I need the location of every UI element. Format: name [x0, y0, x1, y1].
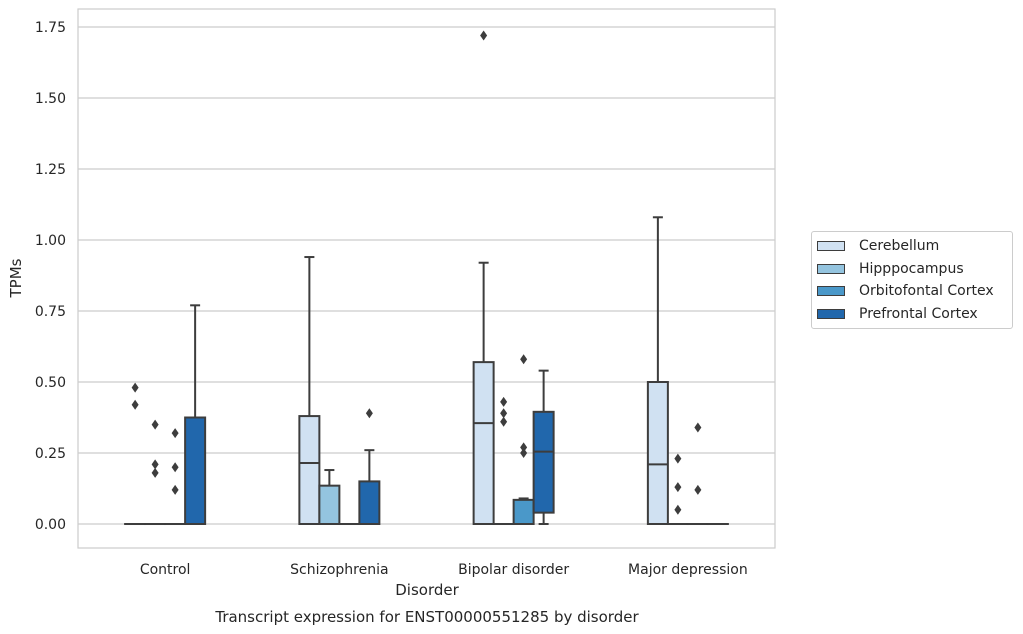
- legend-swatch: [817, 286, 845, 297]
- y-tick-label: 0.50: [35, 375, 66, 391]
- legend: Cerebellum Hipppocampus Orbitofontal Corte…: [811, 231, 1013, 329]
- box-group: [492, 396, 515, 526]
- box-group: [646, 216, 669, 525]
- legend-item: Cerebellum: [812, 235, 1012, 258]
- box: [512, 498, 535, 525]
- outlier-point: [674, 453, 682, 464]
- box: [646, 381, 669, 525]
- y-tick-label: 1.25: [35, 162, 66, 178]
- box-group: [318, 469, 341, 526]
- legend-label: Hipppocampus: [859, 260, 964, 277]
- y-axis-title: TPMs: [7, 258, 25, 298]
- box-group: [532, 369, 555, 525]
- outlier-point: [171, 484, 179, 495]
- box: [358, 480, 381, 525]
- y-tick-label: 0.25: [35, 446, 66, 462]
- box: [184, 416, 207, 525]
- y-tick-label: 0.00: [35, 517, 66, 533]
- chart-title: Transcript expression for ENST0000055128…: [214, 608, 639, 626]
- outlier-point: [171, 462, 179, 473]
- x-tick-labels: Control Schizophrenia Bipolar disorder Majo…: [140, 562, 748, 578]
- box-group: [686, 422, 709, 526]
- outlier-point: [500, 408, 508, 419]
- x-tick-label: Control: [140, 562, 191, 578]
- outlier-point: [131, 399, 139, 410]
- box: [532, 410, 555, 514]
- outlier-point: [171, 428, 179, 439]
- outlier-point: [131, 382, 139, 393]
- box-group: [144, 419, 167, 526]
- outlier-point: [151, 419, 159, 430]
- box-group: [472, 30, 495, 525]
- outlier-point: [480, 30, 488, 41]
- y-tick-label: 1.75: [35, 20, 66, 36]
- x-tick-label: Bipolar disorder: [458, 562, 569, 578]
- outlier-point: [520, 354, 528, 365]
- outlier-point: [365, 408, 373, 419]
- box: [298, 415, 321, 525]
- x-tick-label: Schizophrenia: [290, 562, 388, 578]
- legend-swatch: [817, 263, 845, 274]
- legend-label: Cerebellum: [859, 238, 940, 255]
- box-plot-series: [124, 30, 729, 526]
- legend-item: Hipppocampus: [812, 258, 1012, 281]
- outlier-point: [500, 416, 508, 427]
- box-group: [666, 453, 689, 526]
- plot-frame: [77, 8, 776, 549]
- box-group: [358, 408, 381, 525]
- legend-item: Orbitofontal Cortex: [812, 280, 1012, 303]
- legend-swatch: [817, 241, 845, 252]
- box-group: [298, 256, 321, 525]
- box-group: [512, 354, 535, 525]
- outlier-point: [694, 422, 702, 433]
- box: [318, 484, 341, 526]
- legend-label: Prefrontal Cortex: [859, 305, 978, 322]
- x-tick-label: Major depression: [628, 562, 748, 578]
- outlier-point: [500, 396, 508, 407]
- outlier-point: [520, 448, 528, 458]
- y-tick-label: 1.50: [35, 91, 66, 107]
- y-tick-labels: 0.00 0.25 0.50 0.75 1.00 1.25 1.50 1.75: [35, 20, 66, 533]
- outlier-point: [151, 459, 159, 470]
- legend-swatch: [817, 308, 845, 319]
- outlier-point: [520, 442, 528, 453]
- y-tick-label: 0.75: [35, 304, 66, 320]
- grid-lines: [78, 26, 775, 525]
- outlier-point: [674, 482, 682, 493]
- box-group: [184, 304, 207, 525]
- outlier-point: [694, 484, 702, 495]
- outlier-point: [151, 467, 159, 478]
- y-tick-label: 1.00: [35, 233, 66, 249]
- legend-item: Prefrontal Cortex: [812, 303, 1012, 326]
- box: [472, 361, 495, 525]
- box-group: [164, 428, 187, 526]
- x-axis-title: Disorder: [395, 581, 459, 599]
- legend-label: Orbitofontal Cortex: [859, 283, 994, 300]
- box-group: [124, 382, 147, 526]
- outlier-point: [674, 504, 682, 515]
